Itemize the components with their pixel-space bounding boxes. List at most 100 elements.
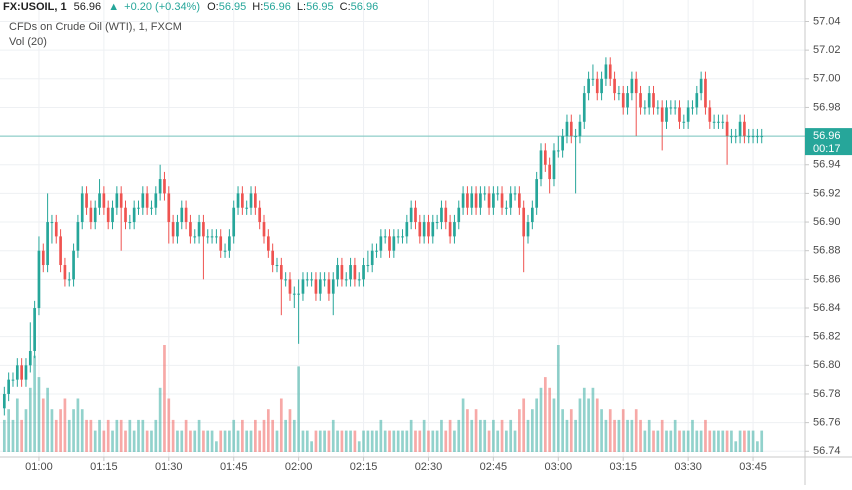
volume-bar (249, 430, 253, 452)
volume-bar (708, 430, 712, 452)
candle-body (444, 207, 448, 223)
volume-bar (556, 345, 560, 452)
volume-bar (453, 430, 456, 452)
candle-body (258, 207, 262, 223)
candle-body (492, 193, 495, 208)
volume-bar (297, 366, 300, 452)
candle-body (388, 236, 391, 251)
y-tick-label: 56.80 (813, 359, 841, 371)
volume-bar (383, 430, 387, 452)
candle-body (98, 193, 101, 208)
volume-bar (682, 430, 686, 452)
candle-body (232, 207, 236, 237)
candle-body (262, 222, 266, 237)
candle-body (530, 207, 534, 223)
candle-body (106, 207, 110, 223)
candle-body (665, 107, 668, 122)
x-tick-label: 02:15 (350, 461, 378, 473)
x-tick-label: 02:30 (415, 461, 443, 473)
candle-body (418, 222, 422, 237)
candle-body (284, 279, 287, 281)
candle-body (431, 222, 435, 237)
candle-body (76, 222, 80, 251)
candle-body (327, 279, 331, 294)
candle-body (556, 150, 560, 152)
candle-body (353, 265, 357, 280)
candle-body (189, 222, 192, 237)
volume-bar (98, 419, 101, 452)
candle-body (682, 121, 686, 123)
volume-bar (63, 398, 67, 452)
last-price-box (805, 128, 852, 156)
candle-body (630, 78, 634, 94)
candle-body (656, 107, 660, 109)
volume-bar (115, 419, 119, 452)
candle-body (331, 279, 335, 294)
volume-bar (673, 419, 677, 452)
candle-body (219, 236, 223, 251)
ohlc-label: L: (297, 1, 306, 13)
volume-bar (215, 441, 218, 452)
ohlc-value: 56.96 (263, 1, 291, 13)
volume-bar (522, 398, 526, 452)
y-tick-label: 57.04 (813, 15, 841, 27)
candle-body (128, 222, 132, 224)
candle-body (266, 236, 270, 251)
candle-body (292, 293, 296, 295)
candle-body (344, 279, 348, 281)
candle-body (206, 236, 210, 238)
candle-body (457, 207, 461, 223)
candle-body (210, 236, 214, 238)
candle-body (604, 64, 608, 79)
candle-body (124, 207, 127, 223)
volume-bar (634, 409, 638, 452)
volume-bar (37, 377, 41, 452)
candle-body (578, 121, 582, 137)
volume-bar (751, 430, 755, 452)
y-tick-label: 57.02 (813, 44, 841, 56)
volume-bar (621, 409, 625, 452)
candle-body (634, 78, 638, 94)
volume-bar (167, 398, 171, 452)
up-arrow: ▲ (108, 1, 119, 13)
volume-bar (613, 419, 616, 452)
candle-body (470, 193, 474, 208)
candle-body (569, 121, 573, 137)
candle-body (28, 350, 32, 366)
volume-bar (678, 430, 681, 452)
volume-bar (141, 419, 145, 452)
candle-body (704, 78, 707, 108)
candle-body (33, 308, 36, 351)
volume-bar (539, 387, 543, 452)
candle-body (448, 222, 452, 237)
ohlc-label: C: (340, 1, 351, 13)
volume-bar (483, 419, 487, 452)
candle-body (647, 93, 651, 108)
candle-body (7, 379, 10, 394)
volume-bar (747, 430, 751, 452)
volume-bar (639, 419, 642, 452)
candle-body (379, 236, 383, 251)
y-tick-label: 56.94 (813, 159, 841, 171)
volume-bar (492, 419, 495, 452)
volume-bar (626, 419, 629, 452)
volume-bar (448, 419, 452, 452)
x-tick-label: 02:45 (480, 461, 508, 473)
volume-bar (102, 430, 106, 452)
ohlc-value: 56.96 (351, 1, 379, 13)
candle-body (587, 78, 590, 94)
volume-bar (379, 419, 383, 452)
candle-body (691, 107, 694, 109)
candle-body (738, 121, 742, 137)
candle-body (80, 193, 84, 223)
volume-bar (137, 419, 140, 452)
volume-layer (2, 345, 764, 452)
candle-body (141, 193, 145, 208)
candle-body (466, 193, 469, 208)
candle-body (2, 393, 6, 409)
header-line: FX:USOIL, 1 56.96 ▲ +0.20 (+0.34%) O:56.… (3, 1, 378, 13)
volume-bar (132, 430, 136, 452)
y-tick-label: 56.92 (813, 187, 841, 199)
volume-bar (150, 430, 153, 452)
